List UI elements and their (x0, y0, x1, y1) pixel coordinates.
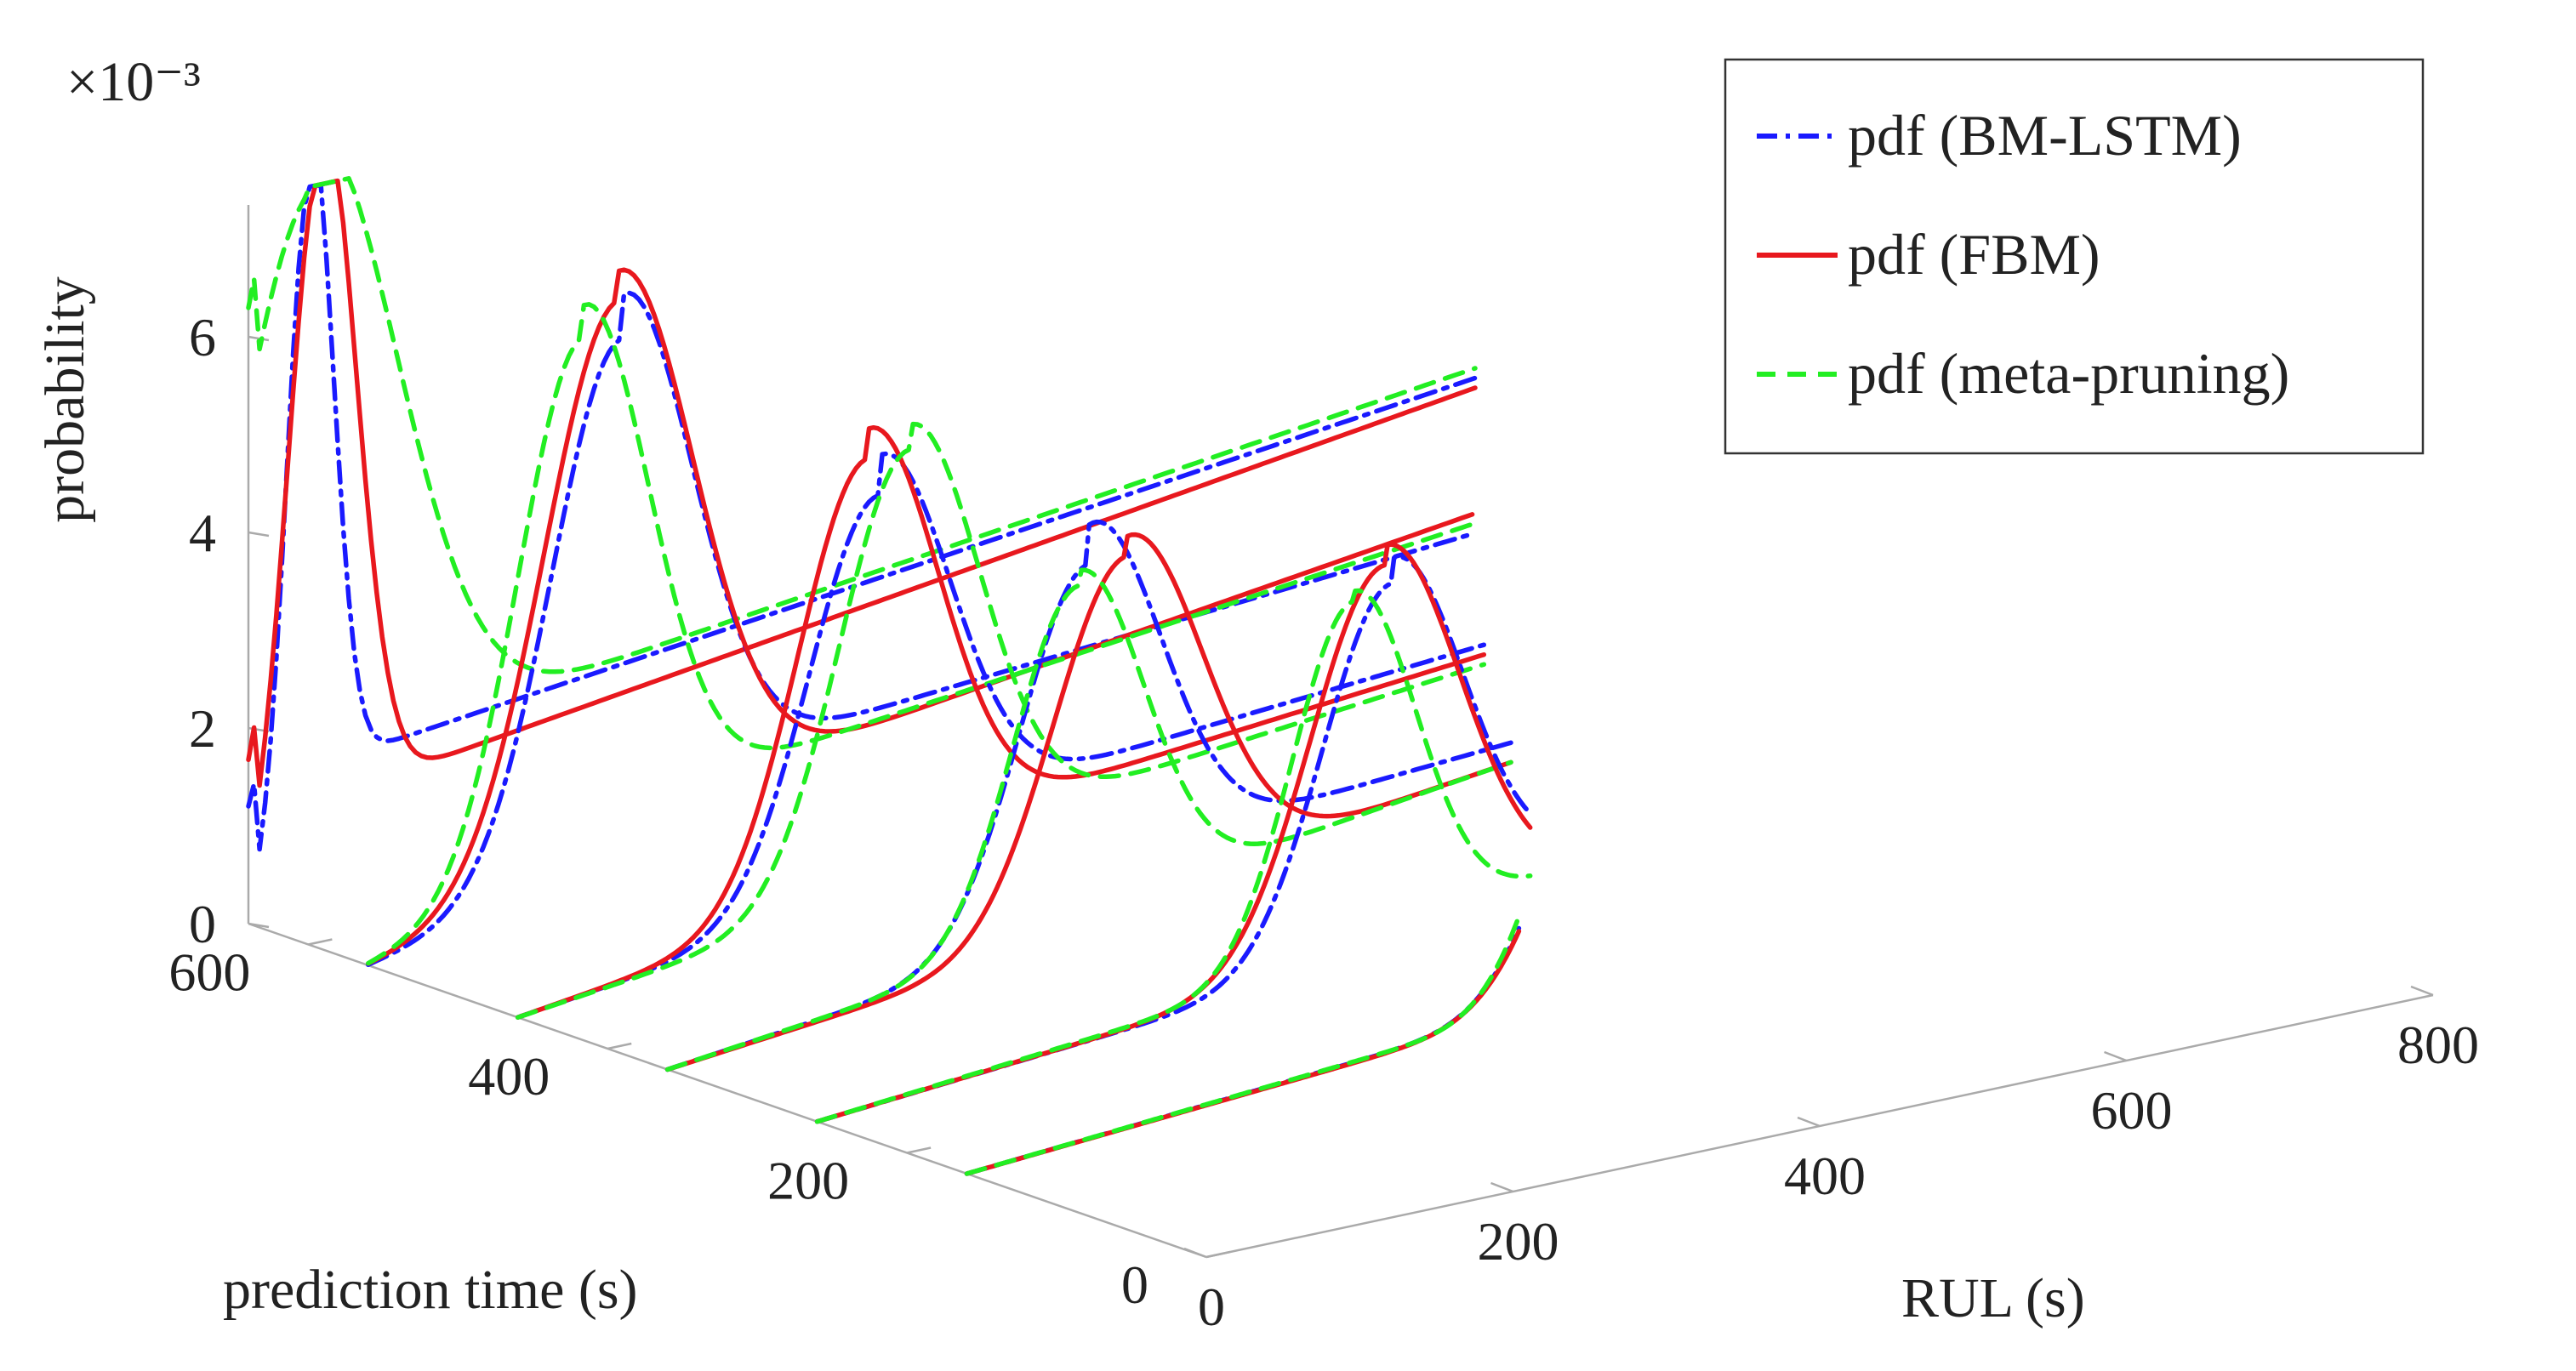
slice-160 (964, 913, 1522, 1176)
curve-pdf-bm-lstm--t560 (366, 290, 1475, 968)
legend-label: pdf (meta-pruning) (1848, 341, 2289, 406)
y-tick-mark (1205, 1250, 1231, 1259)
legend-box (1724, 58, 2425, 455)
y-axis-label: prediction time (s) (223, 1259, 638, 1321)
y-tick-mark (607, 1042, 632, 1050)
curve-pdf-fbm--t360 (664, 532, 1513, 1072)
slice-460 (515, 421, 1487, 1020)
x-tick-mark (1797, 1116, 1821, 1128)
slice-560 (366, 267, 1475, 968)
legend-label: pdf (FBM) (1848, 222, 2100, 287)
y-tick-mark (308, 938, 333, 946)
z-tick-label: 0 (189, 894, 216, 954)
slice-640 (246, 176, 1478, 852)
z-tick-label: 2 (189, 698, 216, 759)
x-tick-mark (2104, 1050, 2127, 1062)
curve-pdf-bm-lstm--t640 (246, 183, 1478, 852)
legend: pdf (BM-LSTM) pdf (FBM) pdf (meta-pruning) (1724, 58, 2425, 455)
x-tick-label: 0 (1198, 1277, 1225, 1337)
exponent-label: ×10⁻³ (66, 51, 201, 113)
x-tick-label: 600 (2091, 1080, 2173, 1141)
curve-pdf-bm-lstm--t360 (664, 519, 1513, 1072)
y-tick-label: 0 (1121, 1254, 1148, 1315)
curve-pdf-fbm--t460 (515, 424, 1487, 1020)
curve-pdf-fbm--t640 (246, 178, 1478, 788)
x-tick-label: 400 (1784, 1146, 1866, 1206)
y-tick-label: 200 (767, 1151, 849, 1211)
curve-pdf-meta-pruning--t260 (814, 588, 1533, 1124)
curve-pdf-meta-pruning--t160 (964, 913, 1522, 1176)
x-tick-label: 800 (2397, 1015, 2479, 1075)
x-axis-label: RUL (s) (1901, 1267, 2085, 1329)
curve-pdf-fbm--t260 (814, 542, 1533, 1124)
y-tick-label: 600 (168, 942, 250, 1003)
legend-label: pdf (BM-LSTM) (1848, 103, 2242, 168)
curve-pdf-meta-pruning--t640 (246, 176, 1478, 674)
curve-pdf-meta-pruning--t360 (664, 567, 1513, 1072)
curve-pdf-meta-pruning--t560 (366, 302, 1475, 966)
x-tick-mark (2410, 985, 2434, 997)
x-tick-mark (1183, 1247, 1207, 1259)
z-tick-label: 4 (189, 503, 216, 563)
x-tick-label: 200 (1478, 1211, 1559, 1271)
z-tick-mark (248, 335, 270, 342)
y-tick-label: 400 (468, 1046, 550, 1106)
y-tick-mark (906, 1146, 932, 1154)
slice-260 (814, 542, 1533, 1124)
z-tick-label: 6 (189, 307, 216, 367)
z-axis-label: probability (34, 276, 96, 523)
y-axis-line (248, 922, 1207, 1259)
x-tick-mark (1490, 1181, 1513, 1193)
curve-pdf-fbm--t560 (366, 267, 1475, 966)
z-tick-mark (248, 922, 270, 929)
z-tick-mark (248, 531, 270, 538)
curve-pdf-meta-pruning--t460 (515, 421, 1487, 1020)
slice-360 (664, 519, 1513, 1072)
curves-group (246, 176, 1533, 1176)
